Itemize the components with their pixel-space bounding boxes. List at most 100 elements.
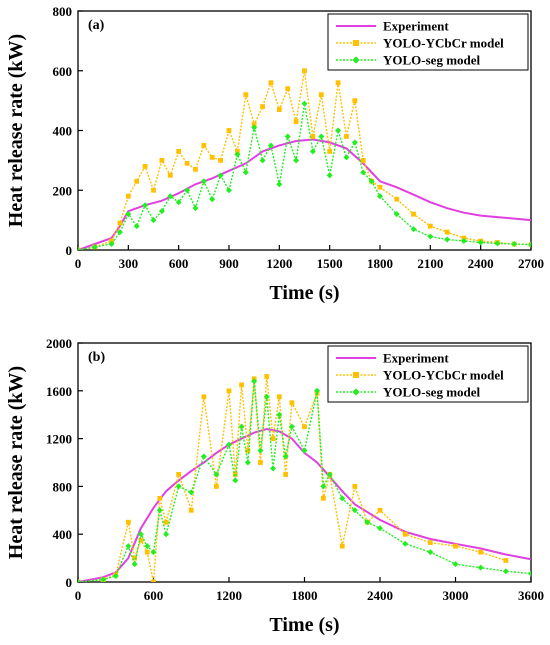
- data-point: [427, 540, 433, 545]
- data-point: [78, 247, 81, 250]
- data-point: [339, 543, 345, 549]
- data-point: [217, 172, 224, 179]
- y-tick-label: 2000: [46, 336, 72, 351]
- data-point: [310, 134, 316, 139]
- data-point: [125, 543, 132, 550]
- y-tick-label: 1200: [46, 432, 72, 447]
- data-point: [335, 127, 342, 134]
- data-point: [131, 561, 138, 568]
- data-point: [251, 378, 258, 385]
- y-axis-title: Heat release rate (kW): [5, 34, 27, 227]
- data-point: [137, 531, 144, 538]
- data-point: [351, 139, 358, 146]
- data-point: [193, 166, 198, 172]
- data-point: [276, 181, 283, 188]
- data-point: [200, 178, 207, 185]
- data-point: [288, 423, 295, 430]
- data-point: [267, 142, 274, 149]
- data-point: [268, 80, 274, 86]
- data-point: [352, 484, 358, 489]
- x-tick-label: 600: [144, 588, 164, 603]
- data-point: [339, 495, 346, 502]
- data-point: [91, 244, 98, 250]
- data-point: [100, 576, 107, 582]
- data-point: [270, 436, 276, 441]
- data-point: [125, 211, 132, 218]
- legend-label-0: Experiment: [383, 19, 449, 34]
- legend-label-1: YOLO-YCbCr model: [383, 368, 504, 383]
- data-point: [302, 424, 307, 430]
- panel-a: 0 300 600 900 1200 1500 1800 2100 2400 2700 0 200 40…: [5, 4, 544, 304]
- data-point: [360, 169, 367, 176]
- data-point: [301, 100, 308, 107]
- data-point: [163, 531, 170, 538]
- x-tick-label: 2400: [468, 256, 494, 271]
- data-point: [302, 68, 307, 74]
- data-point: [377, 507, 383, 513]
- data-point: [260, 104, 265, 109]
- data-point: [477, 239, 484, 246]
- x-tick-label: 2400: [367, 588, 393, 603]
- data-point: [132, 555, 138, 561]
- data-point: [368, 178, 375, 185]
- legend-label-1: YOLO-YCbCr model: [383, 36, 504, 51]
- x-tick-label: 0: [75, 256, 82, 271]
- y-axis-title: Heat release rate (kW): [5, 366, 27, 559]
- data-point: [243, 92, 249, 98]
- data-point: [245, 448, 251, 453]
- data-point: [150, 549, 157, 556]
- data-point: [112, 573, 119, 580]
- data-point: [427, 223, 433, 229]
- data-point: [276, 411, 283, 418]
- data-point: [209, 196, 216, 203]
- data-point: [214, 484, 219, 489]
- data-point: [327, 149, 333, 154]
- data-point: [159, 157, 165, 163]
- x-axis-title: Time (s): [269, 282, 339, 304]
- data-point: [151, 579, 156, 582]
- data-point: [427, 549, 434, 556]
- data-point: [444, 229, 450, 235]
- data-point: [167, 172, 173, 178]
- legend-marker-2: [352, 388, 360, 396]
- data-point: [134, 178, 140, 184]
- data-point: [144, 549, 150, 555]
- data-point: [226, 441, 232, 448]
- data-point: [244, 459, 251, 466]
- data-point: [133, 223, 140, 230]
- data-point: [176, 149, 182, 154]
- data-point: [78, 579, 81, 582]
- data-point: [232, 472, 238, 477]
- data-point: [264, 374, 270, 379]
- data-point: [503, 558, 509, 563]
- data-point: [150, 217, 157, 224]
- data-point: [460, 238, 467, 245]
- legend-marker-2: [352, 56, 360, 64]
- data-point: [377, 525, 383, 532]
- data-point: [226, 128, 232, 133]
- data-point: [402, 540, 409, 547]
- data-point: [352, 98, 358, 104]
- data-point: [289, 400, 295, 406]
- data-point: [163, 519, 169, 525]
- data-point: [201, 143, 207, 148]
- series-line-0: [78, 427, 531, 582]
- x-tick-label: 3000: [443, 588, 469, 603]
- data-point: [452, 561, 459, 568]
- series-line-2: [78, 381, 531, 582]
- plot-area: [78, 374, 531, 582]
- data-point: [326, 471, 333, 478]
- data-point: [263, 393, 270, 400]
- data-point: [184, 187, 191, 194]
- data-point: [116, 229, 123, 236]
- data-point: [188, 507, 194, 513]
- data-point: [200, 453, 207, 460]
- data-point: [226, 388, 232, 394]
- data-point: [318, 133, 325, 140]
- data-point: [283, 472, 289, 477]
- data-point: [453, 543, 458, 549]
- data-point: [502, 568, 509, 575]
- data-point: [201, 394, 207, 400]
- data-point: [282, 453, 289, 460]
- data-point: [427, 233, 434, 240]
